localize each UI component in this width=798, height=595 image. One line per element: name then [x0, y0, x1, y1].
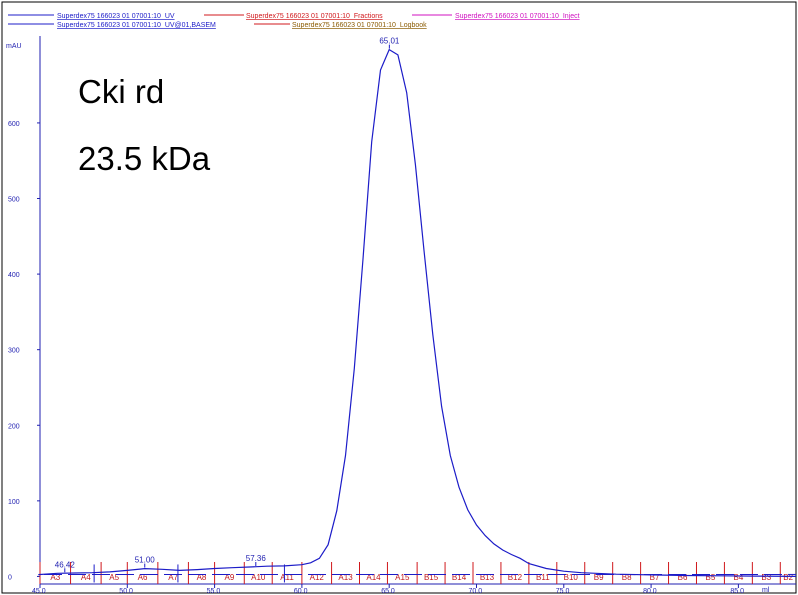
fraction-label: A6: [138, 573, 148, 582]
x-tick-label: 75.0: [556, 588, 570, 595]
fraction-label: A7: [168, 573, 178, 582]
fraction-label: A12: [310, 573, 325, 582]
legend-item-fractions: Superdex75 166023 01 07001:10_Fractions: [246, 13, 383, 20]
fraction-label: A10: [251, 573, 266, 582]
legend-item-logbook: Superdex75 166023 01 07001:10_Logbook: [292, 22, 427, 29]
y-tick-label: 600: [8, 121, 20, 128]
fraction-label: B15: [424, 573, 439, 582]
y-tick-label: 400: [8, 272, 20, 279]
x-tick-label: 65.0: [381, 588, 395, 595]
y-tick-label: 200: [8, 423, 20, 430]
fraction-label: A8: [197, 573, 207, 582]
fraction-label: B6: [678, 573, 688, 582]
x-tick-label: 60.0: [294, 588, 308, 595]
fraction-label: B7: [650, 573, 660, 582]
fraction-label: B11: [536, 573, 550, 582]
y-tick-label: 0: [8, 574, 12, 581]
x-tick-label: 50.0: [119, 588, 133, 595]
y-tick-label: 500: [8, 197, 20, 204]
x-tick-label: 70.0: [468, 588, 482, 595]
fraction-label: A13: [338, 573, 353, 582]
peak-labels: 46.42 51.00 57.36 65.01: [55, 37, 400, 573]
fraction-label: B8: [622, 573, 632, 582]
fraction-label: A4: [81, 573, 91, 582]
legend-item-inject: Superdex75 166023 01 07001:10_Inject: [455, 13, 580, 20]
x-tick-label: 55.0: [207, 588, 221, 595]
y-tick-label: 100: [8, 499, 20, 506]
fraction-label: B2: [783, 573, 793, 582]
peak-label: 51.00: [135, 556, 156, 565]
legend-item-uv: Superdex75 166023 01 07001:10_UV: [57, 13, 175, 20]
x-tick-label: 80.0: [643, 588, 657, 595]
fraction-label: A15: [395, 573, 410, 582]
fraction-label: B3: [761, 573, 771, 582]
fraction-label: A14: [366, 573, 381, 582]
fraction-label: B9: [594, 573, 604, 582]
y-axis-label: mAU: [6, 43, 22, 50]
sample-name-annotation: Cki rd: [78, 73, 164, 110]
fraction-label: A9: [225, 573, 235, 582]
fraction-label: A11: [280, 573, 294, 582]
fraction-label: B4: [733, 573, 743, 582]
fraction-label: B10: [564, 573, 579, 582]
x-tick-label: 45.0: [32, 588, 46, 595]
molecular-weight-annotation: 23.5 kDa: [78, 140, 211, 177]
fraction-label: B12: [508, 573, 523, 582]
peak-label: 57.36: [246, 554, 267, 563]
fraction-label: B5: [706, 573, 716, 582]
fraction-label: A5: [109, 573, 119, 582]
peak-label: 46.42: [55, 560, 76, 569]
y-tick-label: 300: [8, 348, 20, 355]
x-tick-label: 85.0: [730, 588, 744, 595]
x-axis-label: ml: [762, 587, 770, 594]
x-ticks: 45.0 50.0 55.0 60.0 65.0 70.0 75.0 80.0 85.0: [32, 584, 744, 595]
fraction-label: B13: [480, 573, 495, 582]
legend-item-basem: Superdex75 166023 01 07001:10_UV@01,BASE…: [57, 22, 216, 29]
peak-label: 65.01: [379, 37, 400, 46]
uv-trace-line: [38, 48, 797, 577]
legend: Superdex75 166023 01 07001:10_UV Superde…: [8, 13, 580, 29]
fraction-label: A3: [50, 573, 60, 582]
fraction-label: B14: [452, 573, 467, 582]
